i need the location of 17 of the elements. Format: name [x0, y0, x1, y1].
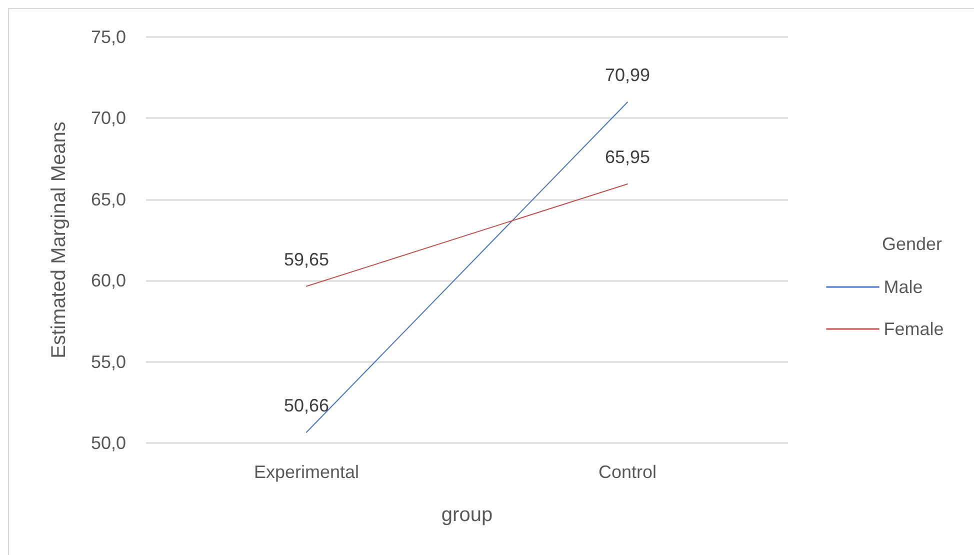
legend-label: Male: [884, 277, 923, 297]
x-tick-label: Control: [598, 462, 657, 482]
legend-title: Gender: [882, 234, 942, 254]
y-tick-label: 50,0: [90, 433, 126, 453]
legend-label: Female: [884, 319, 944, 339]
y-tick-label: 70,0: [90, 108, 126, 128]
x-axis-title: group: [441, 504, 493, 526]
data-label: 70,99: [604, 65, 650, 86]
y-tick-label: 55,0: [90, 352, 126, 372]
data-label: 50,66: [284, 395, 330, 416]
x-tick-label: Experimental: [254, 462, 360, 482]
y-tick-label: 75,0: [90, 27, 126, 47]
y-axis-title: Estimated Marginal Means: [48, 122, 70, 358]
data-label: 65,95: [604, 146, 650, 167]
y-tick-label: 65,0: [90, 189, 126, 210]
data-label: 59,65: [284, 249, 330, 270]
y-tick-label: 60,0: [90, 270, 126, 291]
